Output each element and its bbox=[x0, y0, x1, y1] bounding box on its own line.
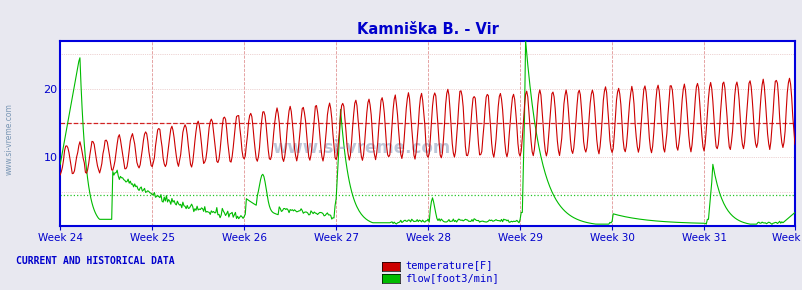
Text: flow[foot3/min]: flow[foot3/min] bbox=[405, 273, 499, 283]
Text: CURRENT AND HISTORICAL DATA: CURRENT AND HISTORICAL DATA bbox=[16, 256, 175, 266]
Text: www.si-vreme.com: www.si-vreme.com bbox=[5, 103, 14, 175]
Title: Kamniška B. - Vir: Kamniška B. - Vir bbox=[356, 22, 498, 37]
Text: www.si-vreme.com: www.si-vreme.com bbox=[272, 139, 450, 157]
Text: temperature[F]: temperature[F] bbox=[405, 261, 492, 271]
